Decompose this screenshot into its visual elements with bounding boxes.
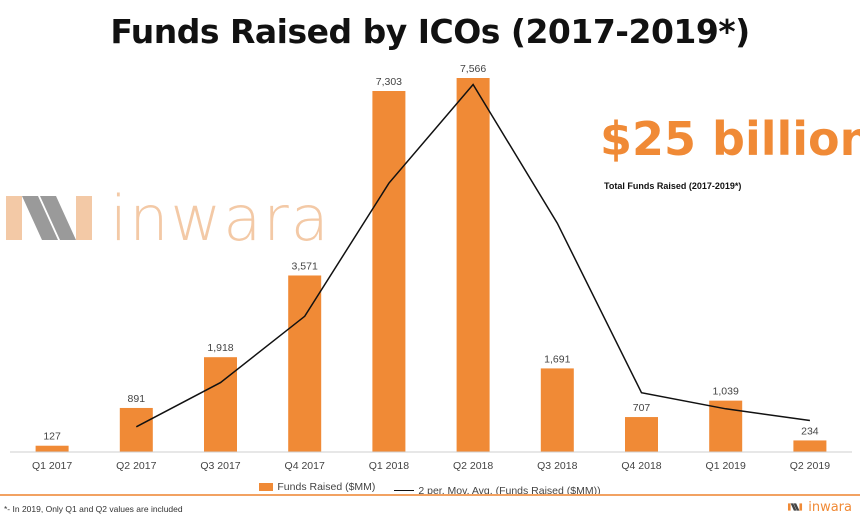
x-tick-label-2: Q3 2017 bbox=[200, 460, 240, 472]
bar-3 bbox=[288, 275, 322, 452]
bar-1 bbox=[119, 407, 153, 452]
footer-brand-name: inwara bbox=[808, 499, 852, 515]
brand-watermark: inwara bbox=[0, 182, 330, 258]
data-label-0: 127 bbox=[43, 431, 61, 443]
data-label-6: 1,691 bbox=[544, 353, 570, 365]
footer-divider bbox=[0, 494, 860, 496]
legend-item-bar: Funds Raised ($MM) bbox=[259, 481, 375, 493]
legend-item-line: 2 per. Mov. Avg. (Funds Raised ($MM)) bbox=[394, 484, 601, 497]
x-tick-label-8: Q1 2019 bbox=[706, 460, 746, 472]
bar-7 bbox=[625, 417, 658, 452]
footer-logo-icon bbox=[788, 503, 803, 511]
logo-mark-icon bbox=[6, 196, 92, 240]
total-funds-value: $25 billion bbox=[600, 112, 860, 166]
bar-0 bbox=[35, 445, 69, 452]
bar-9 bbox=[793, 440, 827, 452]
x-tick-label-6: Q3 2018 bbox=[537, 460, 577, 472]
bar-5 bbox=[456, 78, 490, 452]
legend-bar-swatch bbox=[259, 483, 274, 491]
watermark-wordmark: inwara bbox=[110, 182, 331, 255]
legend-line-swatch bbox=[394, 490, 415, 491]
total-funds-caption: Total Funds Raised (2017-2019*) bbox=[604, 181, 742, 191]
x-tick-label-9: Q2 2019 bbox=[790, 460, 830, 472]
chart-area: 127 891 1,918 3,571 7,303 7,566 1,691 707 1,039 2… bbox=[10, 63, 852, 472]
x-tick-label-1: Q2 2017 bbox=[116, 460, 156, 472]
footer-brand: inwara bbox=[787, 499, 852, 515]
data-label-9: 234 bbox=[801, 425, 819, 437]
legend-line-label: 2 per. Mov. Avg. (Funds Raised ($MM)) bbox=[418, 484, 601, 497]
x-tick-label-7: Q4 2018 bbox=[621, 460, 661, 472]
data-label-8: 1,039 bbox=[713, 386, 739, 398]
x-tick-label-3: Q4 2017 bbox=[285, 460, 325, 472]
chart-title: Funds Raised by ICOs (2017-2019*) bbox=[110, 12, 750, 51]
data-label-2: 1,918 bbox=[207, 342, 233, 354]
data-label-1: 891 bbox=[128, 393, 146, 405]
x-tick-label-4: Q1 2018 bbox=[369, 460, 409, 472]
data-label-4: 7,303 bbox=[376, 76, 402, 88]
bar-2 bbox=[204, 357, 237, 452]
bar-6 bbox=[540, 368, 574, 452]
footnote: *- In 2019, Only Q1 and Q2 values are in… bbox=[4, 504, 183, 514]
x-tick-label-5: Q2 2018 bbox=[453, 460, 493, 472]
data-label-3: 3,571 bbox=[292, 260, 318, 272]
data-label-5: 7,566 bbox=[460, 63, 486, 75]
chart-legend: Funds Raised ($MM) 2 per. Mov. Avg. (Fun… bbox=[0, 481, 860, 497]
x-tick-label-0: Q1 2017 bbox=[32, 460, 72, 472]
legend-bar-label: Funds Raised ($MM) bbox=[277, 481, 376, 493]
moving-average-line bbox=[135, 83, 811, 428]
data-label-7: 707 bbox=[633, 402, 651, 414]
bar-4 bbox=[372, 91, 406, 453]
